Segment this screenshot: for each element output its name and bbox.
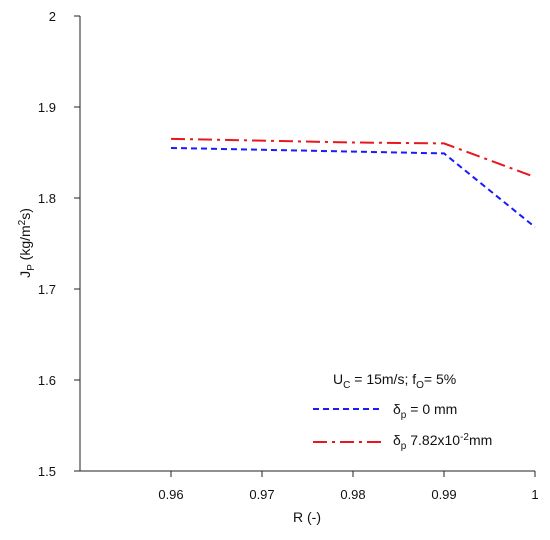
- y-tick-label: 1.5: [38, 464, 56, 479]
- y-axis-title-unit-post: s): [17, 208, 33, 220]
- y-axis-title-sub: P: [26, 264, 37, 271]
- series-line-2: [170, 137, 536, 179]
- legend-2-sup: -2: [460, 432, 469, 443]
- legend: δp = 0 mm δp 7.82x10-2mm: [313, 401, 492, 452]
- legend-2-symbol: δ: [393, 432, 401, 448]
- x-ticks: 0.96 0.97 0.98 0.99 1: [158, 471, 539, 502]
- y-axis-title-sup: 2: [17, 219, 28, 225]
- annotation-u-value: = 15m/s; f: [350, 371, 416, 387]
- annotation-f-sub: O: [416, 380, 424, 391]
- legend-label-series-1: δp = 0 mm: [393, 401, 457, 421]
- series-line-1: [170, 146, 536, 228]
- legend-2-text: 7.82x10: [406, 432, 460, 448]
- legend-1-sub: p: [401, 410, 407, 421]
- x-tick-label: 0.97: [249, 487, 274, 502]
- y-tick-label: 1.8: [38, 191, 56, 206]
- y-axis-title-base: J: [17, 271, 33, 278]
- legend-label-series-2: δp 7.82x10-2mm: [393, 432, 492, 452]
- annotation-u: U: [333, 371, 343, 387]
- x-tick-label: 0.96: [158, 487, 183, 502]
- x-tick-label: 0.98: [340, 487, 365, 502]
- legend-1-text: = 0 mm: [406, 401, 457, 417]
- legend-2-unit: mm: [469, 432, 492, 448]
- y-tick-label: 1.6: [38, 373, 56, 388]
- x-tick-label: 0.99: [431, 487, 456, 502]
- legend-1-symbol: δ: [393, 401, 401, 417]
- y-axis-title-unit-pre: (kg/m: [17, 225, 33, 264]
- y-tick-label: 1.9: [38, 100, 56, 115]
- legend-2-sub: p: [401, 441, 407, 452]
- annotation-u-sub: C: [343, 380, 350, 391]
- y-ticks: 1.5 1.6 1.7 1.8 1.9 2: [38, 9, 80, 479]
- y-axis-title: JP (kg/m2s): [17, 208, 37, 278]
- x-axis-title: R (-): [293, 509, 321, 525]
- conditions-annotation: UC = 15m/s; fO= 5%: [333, 371, 456, 391]
- axes: [79, 16, 535, 472]
- series-layer: [170, 137, 536, 228]
- y-tick-label: 1.7: [38, 282, 56, 297]
- x-tick-label: 1: [531, 487, 538, 502]
- y-tick-label: 2: [49, 9, 56, 24]
- annotation-f-value: = 5%: [424, 371, 456, 387]
